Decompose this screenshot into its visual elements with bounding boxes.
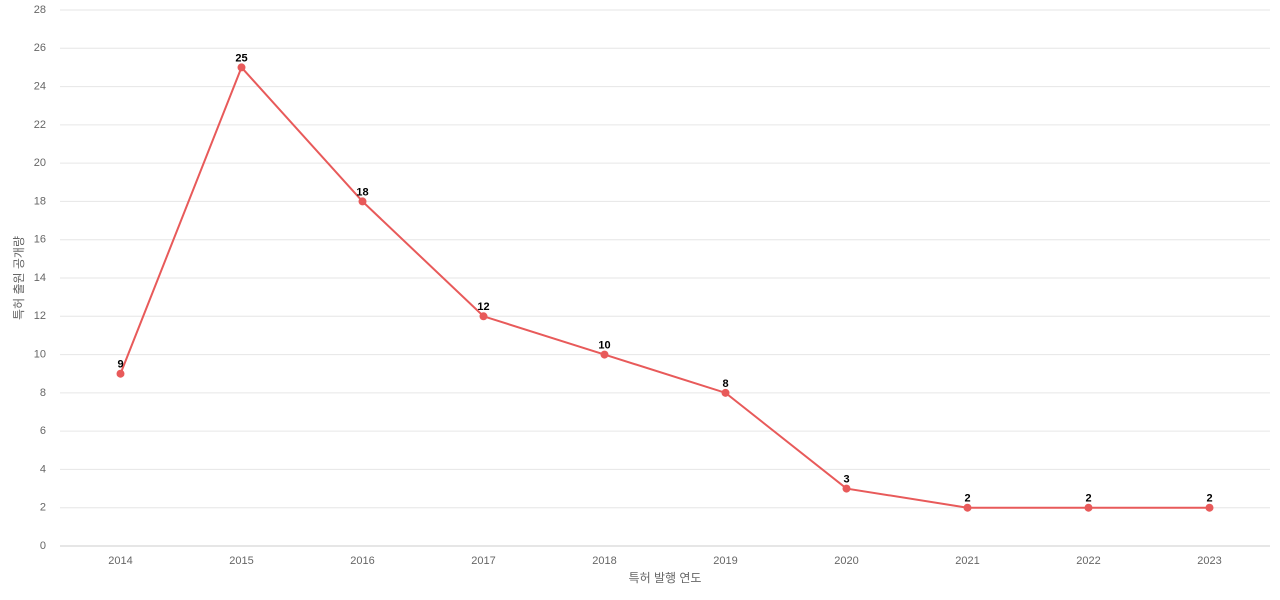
y-tick-label: 10 xyxy=(34,348,46,360)
y-tick-label: 14 xyxy=(34,272,46,284)
data-point xyxy=(479,312,488,321)
data-point xyxy=(116,369,125,378)
data-point xyxy=(1084,503,1093,512)
y-tick-label: 2 xyxy=(40,502,46,514)
x-tick-label: 2020 xyxy=(834,555,858,567)
data-point xyxy=(963,503,972,512)
y-tick-label: 20 xyxy=(34,157,46,169)
x-tick-label: 2021 xyxy=(955,555,979,567)
y-tick-label: 16 xyxy=(34,234,46,246)
data-label: 8 xyxy=(722,378,728,390)
data-label: 3 xyxy=(843,473,849,485)
data-label: 2 xyxy=(1206,493,1212,505)
data-label: 18 xyxy=(356,186,368,198)
data-label: 12 xyxy=(477,301,489,313)
x-tick-label: 2014 xyxy=(108,555,132,567)
data-label: 25 xyxy=(235,52,247,64)
x-tick-label: 2023 xyxy=(1197,555,1221,567)
data-point xyxy=(1205,503,1214,512)
y-tick-label: 6 xyxy=(40,425,46,437)
x-tick-label: 2015 xyxy=(229,555,253,567)
data-point xyxy=(721,388,730,397)
y-tick-label: 22 xyxy=(34,119,46,131)
y-axis-title: 특허 출원 공개량 xyxy=(12,236,26,320)
x-tick-label: 2019 xyxy=(713,555,737,567)
data-label: 9 xyxy=(117,359,123,371)
y-tick-label: 28 xyxy=(34,4,46,16)
data-label: 2 xyxy=(1085,493,1091,505)
y-tick-label: 26 xyxy=(34,42,46,54)
y-tick-label: 24 xyxy=(34,80,46,92)
y-tick-label: 0 xyxy=(40,540,46,552)
data-point xyxy=(842,484,851,493)
data-point xyxy=(358,197,367,206)
y-tick-label: 18 xyxy=(34,195,46,207)
y-tick-label: 8 xyxy=(40,387,46,399)
y-tick-label: 4 xyxy=(40,463,46,475)
y-tick-label: 12 xyxy=(34,310,46,322)
data-point xyxy=(237,63,246,72)
x-tick-label: 2017 xyxy=(471,555,495,567)
x-tick-label: 2018 xyxy=(592,555,616,567)
data-line xyxy=(119,65,1210,509)
data-label: 10 xyxy=(598,339,610,351)
x-tick-label: 2016 xyxy=(350,555,374,567)
x-axis-title: 특허 발행 연도 xyxy=(629,570,702,585)
data-point xyxy=(600,350,609,359)
x-tick-label: 2022 xyxy=(1076,555,1100,567)
data-label: 2 xyxy=(964,493,970,505)
